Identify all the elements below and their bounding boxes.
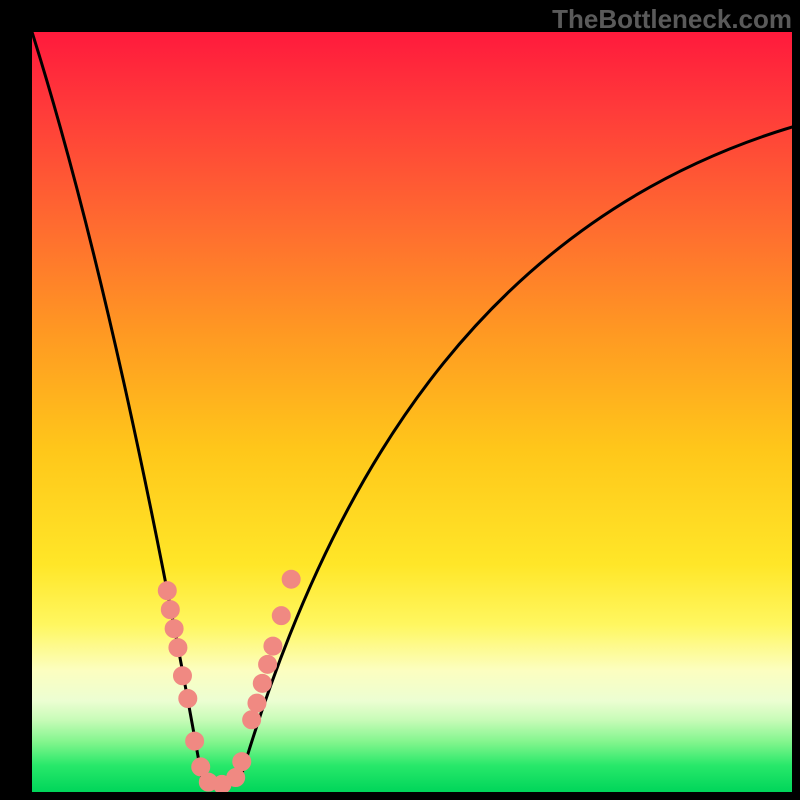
chart-root: TheBottleneck.com bbox=[0, 0, 800, 800]
scatter-point bbox=[227, 769, 245, 787]
scatter-point bbox=[186, 732, 204, 750]
scatter-point bbox=[173, 667, 191, 685]
scatter-point bbox=[243, 711, 261, 729]
plot-area bbox=[32, 32, 792, 792]
gradient-background bbox=[32, 32, 792, 792]
scatter-point bbox=[158, 582, 176, 600]
scatter-point bbox=[272, 607, 290, 625]
scatter-point bbox=[165, 620, 183, 638]
scatter-point bbox=[264, 637, 282, 655]
scatter-point bbox=[259, 655, 277, 673]
plot-svg bbox=[32, 32, 792, 792]
scatter-point bbox=[248, 694, 266, 712]
watermark-text: TheBottleneck.com bbox=[552, 4, 792, 35]
scatter-point bbox=[282, 570, 300, 588]
scatter-point bbox=[161, 601, 179, 619]
scatter-point bbox=[253, 674, 271, 692]
scatter-point bbox=[169, 639, 187, 657]
scatter-point bbox=[233, 753, 251, 771]
scatter-point bbox=[179, 690, 197, 708]
